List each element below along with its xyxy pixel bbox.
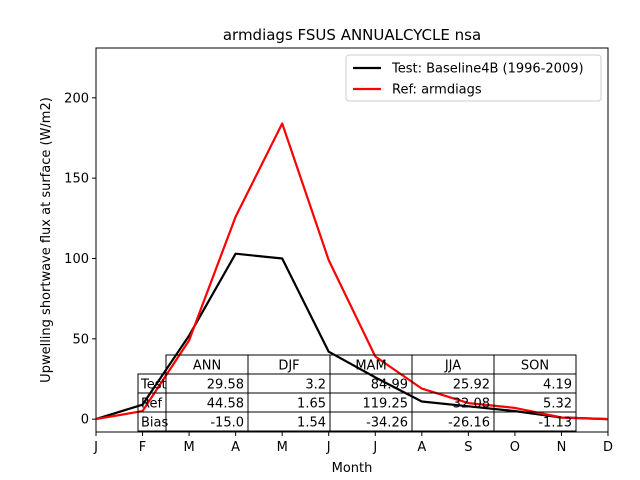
y-tick-label: 50 [72, 332, 89, 347]
y-tick-label: 0 [81, 413, 89, 428]
table-row-label-test: Test [140, 378, 167, 393]
x-tick-label: M [183, 440, 194, 455]
table-row-label-bias: Bias [141, 416, 168, 431]
table-cell-value: 3.2 [305, 378, 326, 393]
y-axis-label: Upwelling shortwave flux at surface (W/m… [39, 97, 54, 383]
table-header-djf: DJF [278, 359, 299, 374]
x-tick-label: A [231, 440, 240, 455]
table-cell-value: -34.26 [366, 416, 408, 431]
legend-box [345, 54, 602, 102]
table-cell-value: -26.16 [448, 416, 490, 431]
x-tick-label: D [603, 440, 613, 455]
x-tick-label: J [326, 440, 331, 455]
y-tick-label: 200 [64, 91, 89, 106]
table-cell [493, 411, 577, 432]
table-cell-value: 1.54 [297, 416, 326, 431]
table-header-mam: MAM [355, 359, 386, 374]
table-cell-value: -15.0 [210, 416, 244, 431]
table-row-label-ref: Ref [141, 397, 162, 412]
series-line-1 [95, 122, 609, 421]
x-tick-label: J [372, 440, 377, 455]
plot-frame [95, 47, 609, 433]
table-cell-value: 4.19 [543, 378, 572, 393]
table-cell-value: 29.58 [207, 378, 244, 393]
table-cell-value: 84.99 [371, 378, 408, 393]
x-tick-label: N [557, 440, 567, 455]
table-header-jja: JJA [444, 359, 461, 374]
legend-label-1: Ref: armdiags [392, 83, 482, 98]
table-cell-value: 119.25 [363, 397, 409, 412]
table-cell-value: 25.92 [453, 378, 490, 393]
x-tick-label: J [93, 440, 98, 455]
table-cell-value: 44.58 [207, 397, 244, 412]
x-tick-label: S [464, 440, 472, 455]
y-tick-label: 100 [64, 252, 89, 267]
table-cell-value: 32.08 [453, 397, 490, 412]
y-tick-label: 150 [64, 172, 89, 187]
legend-label-0: Test: Baseline4B (1996-2009) [391, 62, 584, 77]
x-tick-label: F [139, 440, 146, 455]
legend: Test: Baseline4B (1996-2009) Ref: armdiag… [345, 54, 602, 102]
table-header-ann: ANN [193, 359, 221, 374]
x-axis-label: Month [332, 461, 373, 476]
x-tick-label: M [277, 440, 288, 455]
table-cell-value: 1.65 [297, 397, 326, 412]
x-tick-label: A [417, 440, 426, 455]
table-header-son: SON [521, 359, 549, 374]
chart-title: armdiags FSUS ANNUALCYCLE nsa [223, 26, 481, 44]
x-tick-label: O [510, 440, 520, 455]
table-cell-value: 5.32 [543, 397, 572, 412]
table-cell-value: -1.13 [538, 416, 572, 431]
stats-table: ANN DJF MAM JJA SON Test 29.58 3.2 84.99 25.92 4.1… [137, 354, 577, 432]
